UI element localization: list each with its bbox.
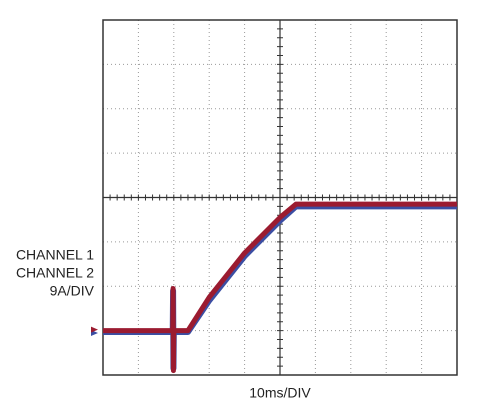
channel-marker (91, 326, 98, 333)
trace (103, 201, 457, 374)
x-axis-label: 10ms/DIV (249, 385, 311, 401)
channel-label: CHANNEL 2 (16, 265, 94, 281)
y-axis-label: 9A/DIV (50, 283, 95, 299)
plot-frame (102, 19, 458, 376)
channel-label: CHANNEL 1 (16, 247, 94, 263)
